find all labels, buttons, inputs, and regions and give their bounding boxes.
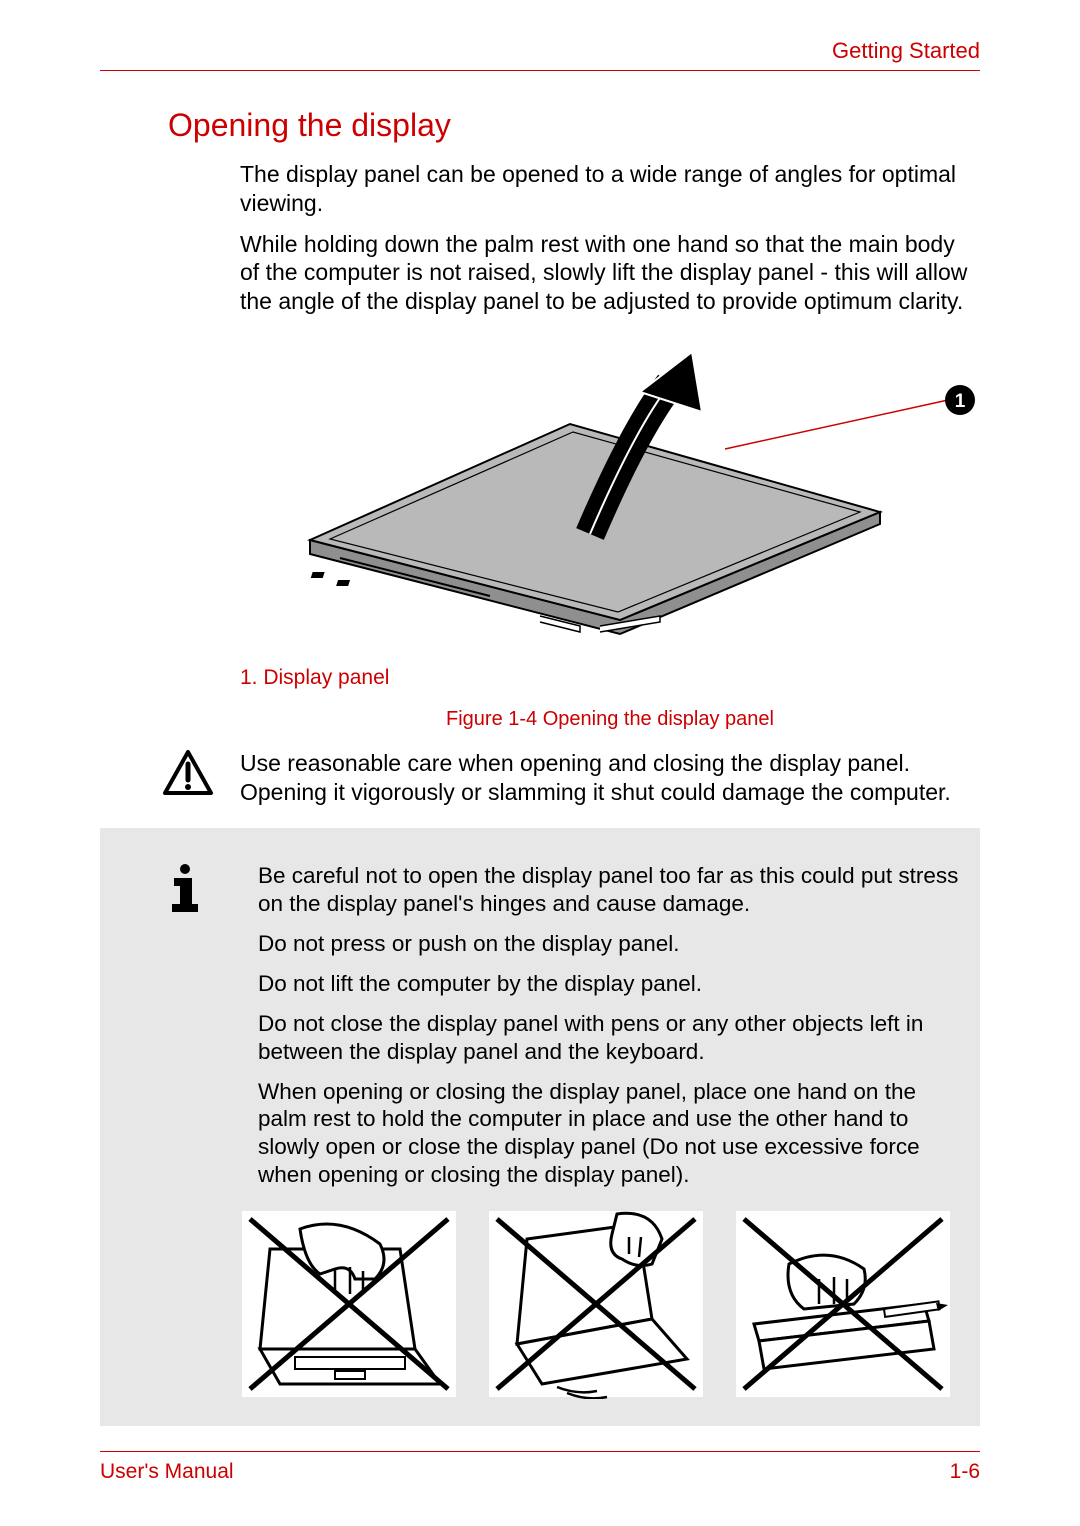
prohibit-images (240, 1209, 956, 1404)
figure-caption: Figure 1-4 Opening the display panel (240, 708, 980, 731)
info-item: Do not lift the computer by the display … (258, 970, 966, 998)
header-section: Getting Started (100, 38, 980, 64)
prohibit-img-1 (240, 1209, 462, 1404)
info-item: When opening or closing the display pane… (258, 1078, 966, 1190)
footer-rule (100, 1451, 980, 1452)
page-footer: User's Manual 1-6 (100, 1451, 980, 1484)
laptop-illustration: 1 (240, 334, 980, 654)
info-item: Do not close the display panel with pens… (258, 1010, 966, 1066)
figure-opening-display: 1 (240, 334, 980, 654)
section-title: Opening the display (168, 107, 980, 144)
warning-box: Use reasonable care when opening and clo… (100, 749, 980, 807)
intro-para-2: While holding down the palm rest with on… (240, 230, 980, 316)
footer-left: User's Manual (100, 1460, 234, 1484)
warning-text: Use reasonable care when opening and clo… (240, 749, 980, 807)
callout-number: 1 (955, 391, 966, 412)
manual-page: Getting Started Opening the display The … (0, 0, 1080, 1526)
header-rule (100, 70, 980, 71)
info-icon (162, 862, 208, 914)
intro-para-1: The display panel can be opened to a wid… (240, 160, 980, 218)
figure-label: 1. Display panel (240, 666, 980, 690)
info-item: Be careful not to open the display panel… (258, 862, 966, 918)
footer-right: 1-6 (950, 1460, 980, 1484)
info-box: Be careful not to open the display panel… (100, 828, 980, 1426)
prohibit-img-3 (734, 1209, 956, 1404)
warning-icon (162, 749, 214, 797)
prohibit-img-2 (487, 1209, 709, 1404)
info-item: Do not press or push on the display pane… (258, 930, 966, 958)
